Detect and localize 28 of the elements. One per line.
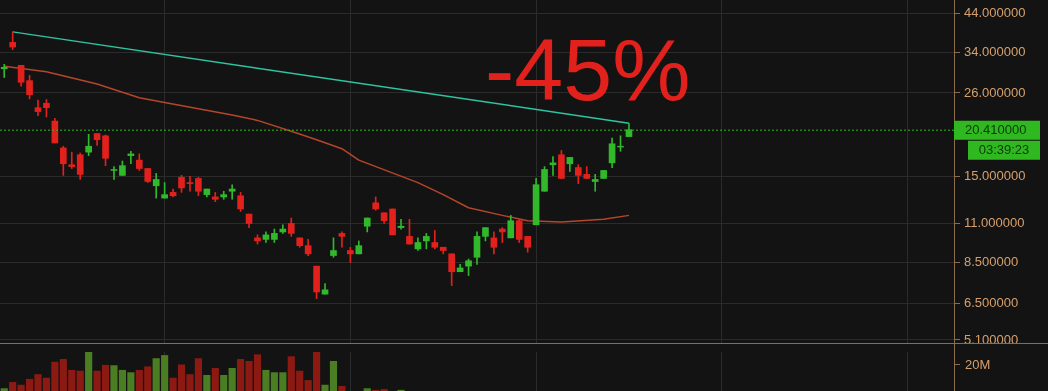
candlestick: [110, 166, 118, 180]
y-tick-label: 11.000000: [964, 215, 1025, 231]
ref-line-label: 20.410000: [965, 122, 1027, 138]
y-tick-label: 6.500000: [964, 294, 1019, 310]
y-tick-label: 44.000000: [964, 4, 1026, 20]
bar: [338, 385, 346, 391]
y-tick-label: 34.000000: [964, 43, 1026, 59]
candlestick: [228, 184, 236, 200]
bar: [220, 375, 228, 391]
bar: [0, 388, 8, 391]
bar: [85, 352, 93, 391]
candlestick: [0, 64, 8, 78]
bar: [363, 388, 371, 391]
y-tick-label: 15.000000: [964, 167, 1026, 183]
y-tick-label: 8.500000: [964, 254, 1019, 270]
bar: [211, 367, 219, 391]
bar: [203, 375, 211, 391]
text: 20M: [965, 356, 991, 372]
bar: [76, 370, 84, 391]
annotation: -45%: [485, 20, 691, 119]
bar: [9, 382, 17, 391]
candlestick: [68, 151, 76, 169]
candlestick: [591, 174, 599, 192]
y-tick-label: 26.000000: [964, 84, 1026, 100]
candlestick: [186, 176, 194, 192]
y-tick-label: 5.100000: [964, 331, 1019, 347]
bar: [228, 367, 236, 391]
text: 03:39:23: [978, 142, 1030, 158]
